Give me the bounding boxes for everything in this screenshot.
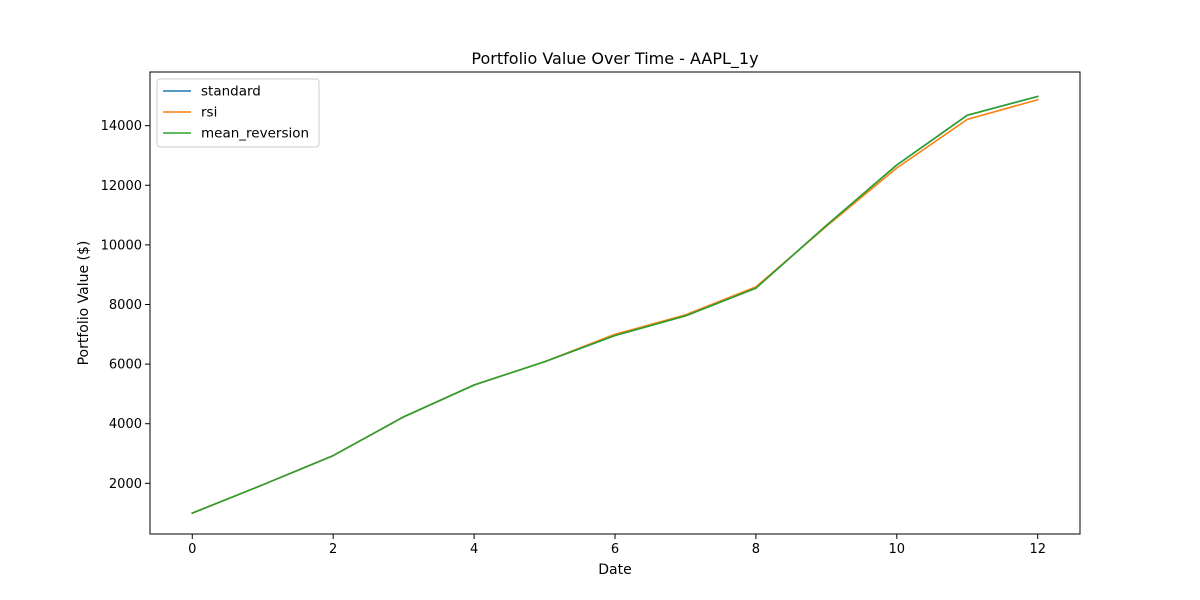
- x-tick-label: 12: [1029, 542, 1046, 557]
- tick-layer: 0 2 4 6 8 10 12 2000 4000 6000 8000 10000 12000 14000: [101, 119, 1046, 557]
- x-axis-label: Date: [598, 562, 631, 578]
- y-axis-label: Portfolio Value ($): [76, 241, 92, 366]
- x-tick-label: 8: [752, 542, 760, 557]
- chart-title: Portfolio Value Over Time - AAPL_1y: [471, 49, 758, 69]
- x-tick-label: 0: [188, 542, 196, 557]
- legend-label-mean-reversion: mean_reversion: [201, 126, 309, 142]
- y-tick-label: 10000: [101, 238, 142, 253]
- y-tick-label: 12000: [101, 179, 142, 194]
- legend-label-rsi: rsi: [201, 105, 217, 121]
- legend-box: [156, 78, 320, 148]
- y-tick-label: 6000: [109, 358, 142, 373]
- x-tick-label: 10: [889, 542, 906, 557]
- y-tick-label: 8000: [109, 298, 142, 313]
- series-line-mean-reversion: [191, 95, 1039, 515]
- x-tick-label: 2: [329, 542, 337, 557]
- legend-label-standard: standard: [201, 84, 261, 100]
- x-tick-label: 6: [611, 542, 619, 557]
- x-tick-label: 4: [470, 542, 478, 557]
- series-layer: [191, 95, 1039, 515]
- y-tick-label: 4000: [109, 417, 142, 432]
- plot-frame: [149, 71, 1081, 535]
- y-tick-label: 2000: [109, 477, 142, 492]
- legend: standard rsi mean_reversion: [156, 78, 320, 148]
- y-tick-label: 14000: [101, 119, 142, 134]
